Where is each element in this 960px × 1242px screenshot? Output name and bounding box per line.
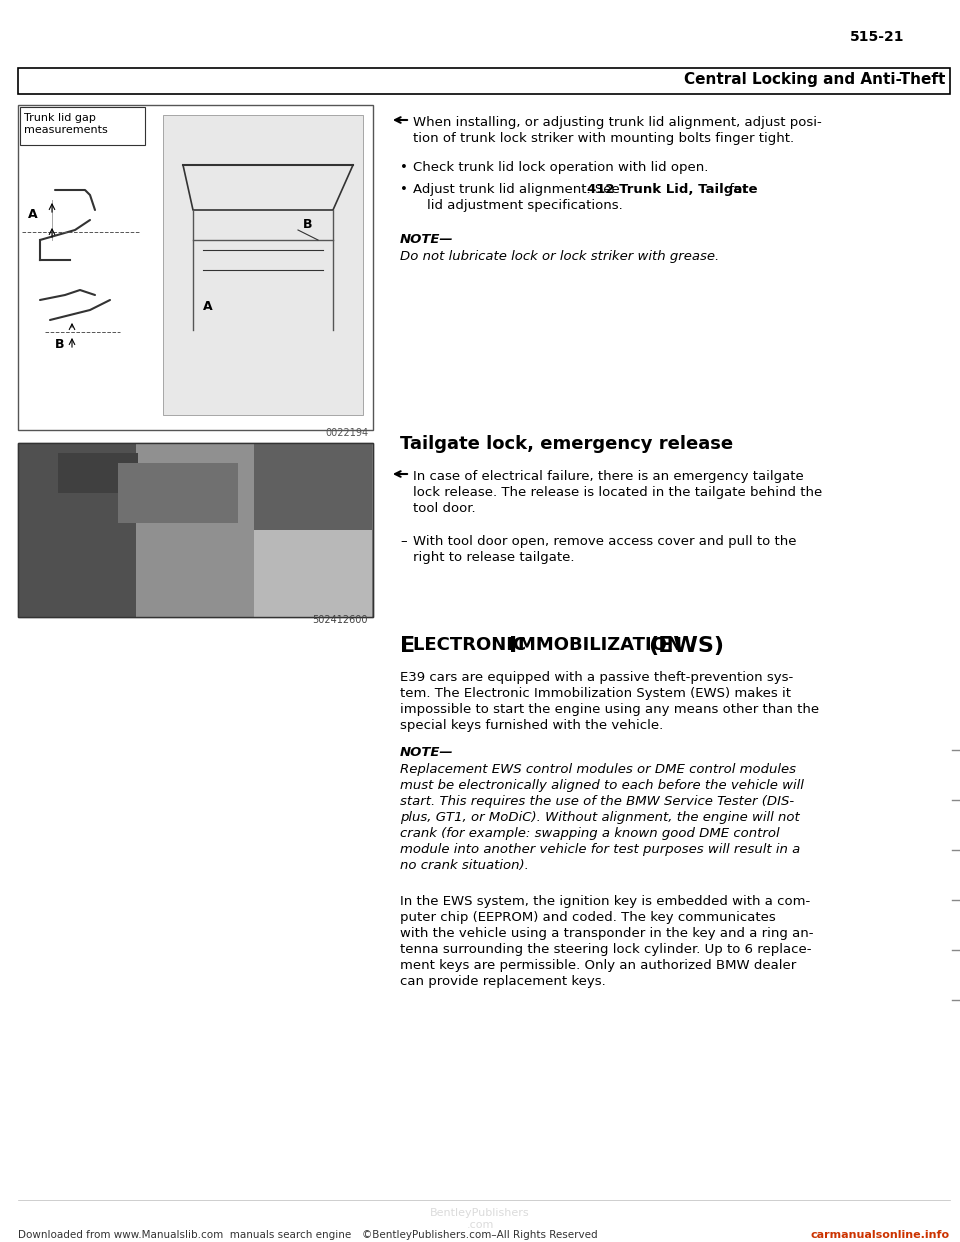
Text: 0022194: 0022194 bbox=[324, 428, 368, 438]
Text: module into another vehicle for test purposes will result in a: module into another vehicle for test pur… bbox=[400, 843, 801, 856]
Bar bbox=[163, 116, 363, 415]
Text: NOTE—: NOTE— bbox=[400, 233, 454, 246]
Bar bbox=[58, 453, 138, 493]
Text: ©BentleyPublishers.com–All Rights Reserved: ©BentleyPublishers.com–All Rights Reserv… bbox=[362, 1230, 598, 1240]
Text: puter chip (EEPROM) and coded. The key communicates: puter chip (EEPROM) and coded. The key c… bbox=[400, 910, 776, 924]
Text: can provide replacement keys.: can provide replacement keys. bbox=[400, 975, 606, 987]
Text: In the EWS system, the ignition key is embedded with a com-: In the EWS system, the ignition key is e… bbox=[400, 895, 810, 908]
Text: (EWS): (EWS) bbox=[648, 636, 724, 656]
Text: 412 Trunk Lid, Tailgate: 412 Trunk Lid, Tailgate bbox=[587, 183, 757, 196]
Bar bbox=[20, 107, 145, 145]
Text: Adjust trunk lid alignment. See: Adjust trunk lid alignment. See bbox=[413, 183, 624, 196]
Text: LECTRONIC: LECTRONIC bbox=[413, 636, 533, 655]
Text: must be electronically aligned to each before the vehicle will: must be electronically aligned to each b… bbox=[400, 779, 804, 792]
Text: crank (for example: swapping a known good DME control: crank (for example: swapping a known goo… bbox=[400, 827, 780, 840]
Text: •: • bbox=[400, 183, 408, 196]
Bar bbox=[18, 68, 950, 94]
Text: With tool door open, remove access cover and pull to the: With tool door open, remove access cover… bbox=[413, 535, 797, 548]
Text: Check trunk lid lock operation with lid open.: Check trunk lid lock operation with lid … bbox=[413, 161, 708, 174]
Text: tenna surrounding the steering lock cylinder. Up to 6 replace-: tenna surrounding the steering lock cyli… bbox=[400, 943, 811, 956]
Text: lid adjustment specifications.: lid adjustment specifications. bbox=[427, 199, 623, 212]
Text: special keys furnished with the vehicle.: special keys furnished with the vehicle. bbox=[400, 719, 663, 732]
Text: B: B bbox=[55, 339, 64, 351]
Text: Downloaded from www.Manualslib.com  manuals search engine: Downloaded from www.Manualslib.com manua… bbox=[18, 1230, 351, 1240]
Text: no crank situation).: no crank situation). bbox=[400, 859, 529, 872]
Bar bbox=[254, 443, 372, 530]
Text: tem. The Electronic Immobilization System (EWS) makes it: tem. The Electronic Immobilization Syste… bbox=[400, 687, 791, 700]
Text: .com: .com bbox=[467, 1220, 493, 1230]
Text: lock release. The release is located in the tailgate behind the: lock release. The release is located in … bbox=[413, 486, 823, 499]
Text: for: for bbox=[725, 183, 748, 196]
Bar bbox=[254, 530, 372, 617]
Text: 502412600: 502412600 bbox=[313, 615, 368, 625]
Text: B: B bbox=[303, 219, 313, 231]
Text: E: E bbox=[400, 636, 415, 656]
Text: Replacement EWS control modules or DME control modules: Replacement EWS control modules or DME c… bbox=[400, 763, 796, 776]
Text: E39 cars are equipped with a passive theft-prevention sys-: E39 cars are equipped with a passive the… bbox=[400, 671, 793, 684]
Text: tion of trunk lock striker with mounting bolts finger tight.: tion of trunk lock striker with mounting… bbox=[413, 132, 794, 145]
Text: impossible to start the engine using any means other than the: impossible to start the engine using any… bbox=[400, 703, 819, 715]
Text: When installing, or adjusting trunk lid alignment, adjust posi-: When installing, or adjusting trunk lid … bbox=[413, 116, 822, 129]
Bar bbox=[18, 106, 373, 430]
Text: Central Locking and Anti-Theft: Central Locking and Anti-Theft bbox=[684, 72, 945, 87]
Text: Trunk lid gap
measurements: Trunk lid gap measurements bbox=[24, 113, 108, 134]
Text: MMOBILIZATION: MMOBILIZATION bbox=[518, 636, 688, 655]
Text: Do not lubricate lock or lock striker with grease.: Do not lubricate lock or lock striker wi… bbox=[400, 250, 719, 263]
Text: right to release tailgate.: right to release tailgate. bbox=[413, 551, 574, 564]
Text: 515-21: 515-21 bbox=[850, 30, 904, 43]
Bar bbox=[136, 443, 254, 617]
Bar bbox=[18, 443, 136, 617]
Bar bbox=[118, 463, 238, 523]
Bar bbox=[18, 443, 373, 617]
Text: I: I bbox=[509, 636, 517, 656]
Text: carmanualsonline.info: carmanualsonline.info bbox=[811, 1230, 950, 1240]
Text: tool door.: tool door. bbox=[413, 502, 475, 515]
Text: In case of electrical failure, there is an emergency tailgate: In case of electrical failure, there is … bbox=[413, 469, 804, 483]
Text: A: A bbox=[28, 209, 37, 221]
Text: with the vehicle using a transponder in the key and a ring an-: with the vehicle using a transponder in … bbox=[400, 927, 813, 940]
Text: –: – bbox=[400, 535, 407, 548]
Text: ment keys are permissible. Only an authorized BMW dealer: ment keys are permissible. Only an autho… bbox=[400, 959, 796, 972]
Text: NOTE—: NOTE— bbox=[400, 746, 454, 759]
Bar bbox=[18, 443, 373, 617]
Text: •: • bbox=[400, 161, 408, 174]
Text: plus, GT1, or MoDiC). Without alignment, the engine will not: plus, GT1, or MoDiC). Without alignment,… bbox=[400, 811, 800, 823]
Text: A: A bbox=[203, 301, 212, 313]
Text: Tailgate lock, emergency release: Tailgate lock, emergency release bbox=[400, 435, 733, 453]
Text: BentleyPublishers: BentleyPublishers bbox=[430, 1208, 530, 1218]
Text: start. This requires the use of the BMW Service Tester (DIS-: start. This requires the use of the BMW … bbox=[400, 795, 794, 809]
